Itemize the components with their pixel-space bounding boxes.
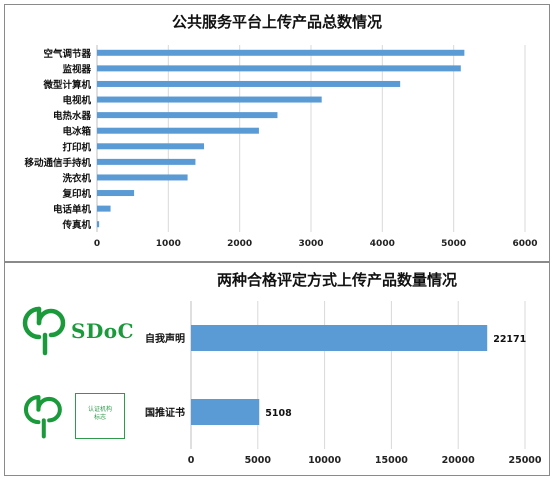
bar — [97, 80, 401, 87]
bar-chart-assessment: 0 5000 10000 15000 20000 25000 自我声明 22171 国推证书 51… — [145, 301, 542, 466]
bar — [191, 399, 260, 425]
category-label: 电视机 — [62, 95, 91, 107]
certification-body-mark: 认证机构 标志 — [75, 393, 125, 439]
category-label: 微型计算机 — [42, 79, 91, 91]
chart-title: 两种合格评定方式上传产品数量情况 — [216, 271, 457, 289]
bar — [97, 65, 461, 72]
chart-title: 公共服务平台上传产品总数情况 — [171, 13, 382, 31]
data-label: 5108 — [265, 408, 292, 419]
category-label: 打印机 — [62, 141, 91, 153]
bar — [191, 325, 488, 351]
x-tick-label: 25000 — [508, 455, 541, 466]
category-label: 复印机 — [61, 188, 91, 200]
x-tick-label: 5000 — [441, 239, 466, 249]
bar — [97, 143, 204, 150]
bar — [97, 158, 196, 165]
category-label: 电热水器 — [53, 110, 92, 122]
category-label: 传真机 — [61, 219, 91, 231]
x-tick-label: 1000 — [156, 239, 181, 249]
sdoc-logo-icon — [22, 306, 66, 356]
bar — [97, 49, 465, 56]
chart-panel-products: 公共服务平台上传产品总数情况 0 1000 2000 3000 4000 5000 6000… — [4, 4, 550, 262]
category-label: 监视器 — [62, 63, 91, 75]
category-label: 自我声明 — [145, 332, 185, 345]
certification-logo-icon — [23, 395, 62, 439]
x-tick-label: 10000 — [308, 455, 341, 466]
category-label: 电冰箱 — [62, 126, 91, 138]
bar-chart-products: 0 1000 2000 3000 4000 5000 6000 空气调节器监视器微型计算机电视… — [24, 45, 538, 249]
x-tick-label: 0 — [188, 455, 195, 466]
x-tick-label: 2000 — [227, 239, 252, 249]
bar — [97, 174, 188, 181]
bar — [97, 190, 135, 197]
sdoc-label: SDoC — [71, 319, 135, 343]
category-label: 洗衣机 — [62, 172, 91, 184]
cert-box-line2: 标志 — [93, 414, 106, 422]
category-label: 国推证书 — [145, 406, 185, 419]
chart-panel-assessment: 两种合格评定方式上传产品数量情况 SDoC 认证机构 标志 0 5000 10000… — [4, 262, 550, 476]
cert-box-line1: 认证机构 — [87, 406, 112, 413]
bar — [97, 205, 111, 212]
bar — [97, 127, 259, 134]
x-tick-label: 4000 — [370, 239, 395, 249]
data-label: 22171 — [493, 334, 526, 345]
category-label: 空气调节器 — [43, 48, 91, 60]
bar — [97, 221, 100, 228]
x-tick-label: 15000 — [375, 455, 408, 466]
x-tick-label: 3000 — [298, 239, 323, 249]
x-tick-label: 0 — [94, 239, 100, 249]
bar — [97, 112, 278, 119]
x-tick-label: 20000 — [442, 455, 475, 466]
x-tick-label: 5000 — [245, 455, 272, 466]
category-label: 电话单机 — [53, 204, 92, 216]
x-tick-label: 6000 — [512, 239, 537, 249]
bar — [97, 96, 322, 103]
category-label: 移动通信手持机 — [24, 157, 91, 169]
